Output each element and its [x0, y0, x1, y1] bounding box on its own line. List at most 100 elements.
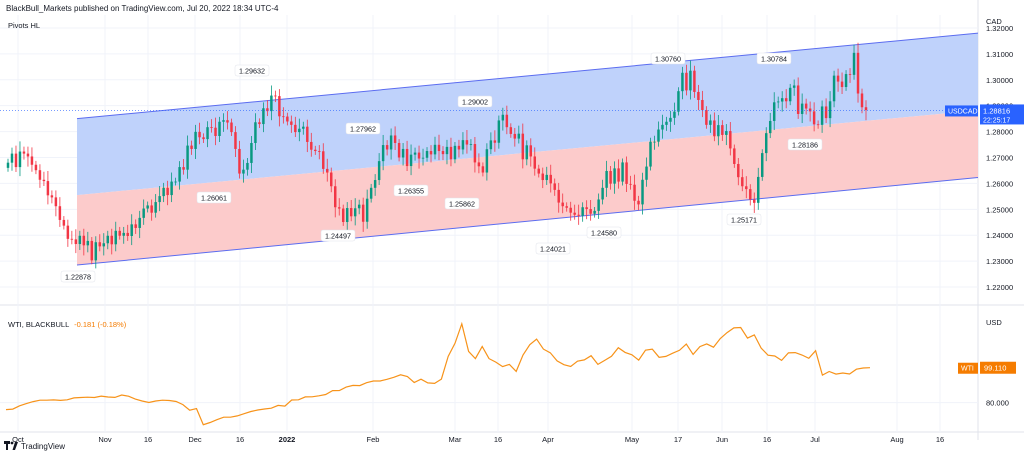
candle-body — [345, 208, 349, 223]
price-tick-label: 1.27000 — [986, 154, 1013, 163]
candle-body — [741, 177, 744, 187]
candle-body — [154, 202, 157, 213]
candle-body — [413, 152, 417, 155]
candle-body — [322, 151, 325, 169]
candle-body — [725, 131, 728, 135]
candle-body — [246, 162, 249, 170]
candle-body — [98, 242, 102, 247]
candle-body — [657, 129, 660, 142]
wti-change: -0.181 (-0.18%) — [74, 320, 127, 329]
tradingview-logo-icon — [4, 441, 18, 450]
candle-body — [780, 98, 784, 102]
candle-body — [110, 235, 113, 245]
candle-body — [114, 230, 117, 245]
candle-body — [66, 225, 70, 239]
candle-body — [186, 145, 189, 170]
candle-body — [477, 162, 481, 167]
pivot-box — [345, 122, 381, 135]
candle-body — [772, 102, 776, 121]
candle-body — [473, 144, 477, 163]
candle-body — [82, 235, 86, 246]
candle-body — [761, 153, 764, 177]
candle-body — [589, 209, 592, 214]
candle-body — [42, 179, 46, 182]
candle-body — [836, 75, 840, 82]
candle-body — [365, 198, 369, 222]
pivot-low: 1.22878 — [60, 270, 96, 283]
price-tick-label: 1.22000 — [986, 283, 1013, 292]
candle-body — [369, 187, 373, 199]
candle-body — [38, 170, 42, 180]
candle-body — [34, 164, 38, 171]
time-tick-label: 16 — [936, 435, 944, 444]
candle-body — [326, 168, 329, 173]
candle-body — [134, 224, 137, 228]
price-tick-label: 1.30000 — [986, 76, 1013, 85]
wti-name-badge — [958, 362, 978, 374]
candle-body — [485, 149, 489, 173]
candle-body — [800, 103, 804, 114]
candle-body — [405, 148, 409, 167]
candle-body — [601, 187, 604, 200]
candle-body — [749, 189, 752, 200]
candle-body — [549, 174, 552, 184]
tradingview-brand: TradingView — [21, 441, 66, 451]
candle-body — [30, 156, 34, 165]
candle-body — [238, 148, 241, 174]
tradingview-footer[interactable]: TradingView — [4, 441, 65, 451]
candle-body — [294, 124, 297, 133]
time-tick-label: 16 — [763, 435, 771, 444]
pivot-box — [535, 242, 571, 255]
price-badge — [980, 104, 1024, 125]
indicator-label[interactable]: Pivots HL — [8, 21, 41, 30]
candle-body — [381, 145, 385, 162]
time-tick-label: Nov — [98, 435, 112, 444]
candle-body — [745, 186, 748, 190]
last-price-text: 1.28816 — [983, 106, 1010, 115]
candle-body — [437, 144, 441, 152]
candle-body — [557, 189, 560, 203]
candle-body — [202, 137, 205, 140]
candle-body — [529, 145, 533, 157]
candle-body — [860, 93, 864, 108]
candle-body — [645, 166, 648, 180]
candle-body — [764, 133, 768, 154]
candle-body — [581, 207, 584, 216]
wti-name-badge-text: WTI — [961, 366, 974, 373]
candle-body — [126, 232, 129, 237]
price-tick-label: 1.31000 — [986, 50, 1013, 59]
candle-body — [757, 176, 760, 203]
wti-tick-label: 80.000 — [986, 399, 1009, 408]
candle-body — [497, 120, 501, 143]
candle-body — [729, 131, 732, 149]
candle-body — [776, 101, 780, 103]
candle-body — [513, 133, 517, 139]
candle-body — [102, 243, 106, 247]
candle-body — [262, 108, 265, 125]
upper-band — [77, 33, 978, 196]
candle-body — [637, 200, 640, 205]
candle-body — [661, 124, 664, 130]
candle-body — [697, 91, 700, 100]
price-tick-label: 1.25000 — [986, 205, 1013, 214]
candle-body — [74, 239, 78, 245]
candle-body — [673, 111, 676, 118]
candle-body — [553, 183, 556, 190]
pivot-label: 1.29632 — [239, 67, 265, 76]
candle-body — [812, 111, 816, 125]
candle-body — [784, 98, 788, 102]
time-tick-label: 16 — [144, 435, 152, 444]
candle-body — [677, 91, 680, 112]
candle-body — [856, 52, 860, 94]
candle-body — [266, 108, 269, 112]
pivot-box — [196, 191, 232, 204]
time-tick-label: Apr — [542, 435, 554, 444]
candle-body — [270, 95, 273, 112]
wti-series-name: WTI, BLACKBULL — [8, 320, 69, 329]
wti-legend[interactable]: WTI, BLACKBULL -0.181 (-0.18%) — [8, 320, 126, 329]
candle-body — [816, 124, 820, 126]
candle-body — [334, 186, 337, 208]
candle-body — [94, 242, 98, 261]
candle-body — [318, 151, 321, 152]
